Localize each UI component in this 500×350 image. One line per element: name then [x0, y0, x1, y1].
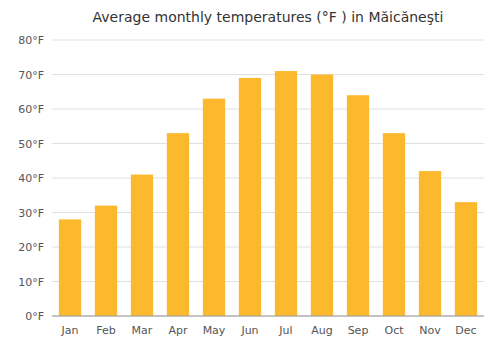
chart-title: Average monthly temperatures (°F ) in Mă…: [93, 9, 444, 25]
grid-line: [52, 109, 484, 110]
grid-line: [52, 40, 484, 41]
x-tick-label: Feb: [96, 324, 115, 337]
x-tick-label: Dec: [455, 324, 476, 337]
bars: [59, 71, 477, 316]
grid-line: [52, 143, 484, 144]
y-tick-label: 30°F: [18, 207, 44, 220]
y-tick-label: 60°F: [18, 103, 44, 116]
x-tick-label: Jul: [278, 324, 292, 337]
x-tick-label: Oct: [384, 324, 404, 337]
x-tick-label: May: [203, 324, 226, 337]
bar: [95, 206, 117, 316]
x-tick-label: Nov: [419, 324, 441, 337]
grid-line: [52, 316, 484, 317]
x-tick-label: Apr: [168, 324, 188, 337]
chart-svg: Average monthly temperatures (°F ) in Mă…: [0, 0, 500, 350]
y-tick-label: 0°F: [25, 310, 44, 323]
bar: [419, 171, 441, 316]
bar: [167, 133, 189, 316]
grid-line: [52, 74, 484, 75]
bar: [59, 219, 81, 316]
bar: [275, 71, 297, 316]
x-tick-label: Sep: [348, 324, 369, 337]
y-tick-label: 70°F: [18, 69, 44, 82]
bar: [239, 78, 261, 316]
x-tick-label: Aug: [311, 324, 332, 337]
bar: [455, 202, 477, 316]
bar: [347, 95, 369, 316]
bar: [131, 175, 153, 316]
y-tick-label: 40°F: [18, 172, 44, 185]
y-tick-label: 10°F: [18, 276, 44, 289]
y-tick-label: 50°F: [18, 138, 44, 151]
x-axis: Jan Feb Mar Apr May Jun Jul Aug Sep Oct Nov Dec: [61, 324, 477, 337]
bar: [383, 133, 405, 316]
chart-container: Average monthly temperatures (°F ) in Mă…: [0, 0, 500, 350]
x-tick-label: Mar: [132, 324, 153, 337]
y-axis: 0°F 10°F 20°F 30°F 40°F 50°F 60°F 70°F 80°F: [18, 34, 484, 323]
x-tick-label: Jan: [61, 324, 79, 337]
bar: [311, 75, 333, 317]
y-tick-label: 80°F: [18, 34, 44, 47]
x-axis-line: [52, 316, 484, 317]
x-tick-label: Jun: [240, 324, 258, 337]
y-tick-label: 20°F: [18, 241, 44, 254]
bar: [203, 99, 225, 316]
